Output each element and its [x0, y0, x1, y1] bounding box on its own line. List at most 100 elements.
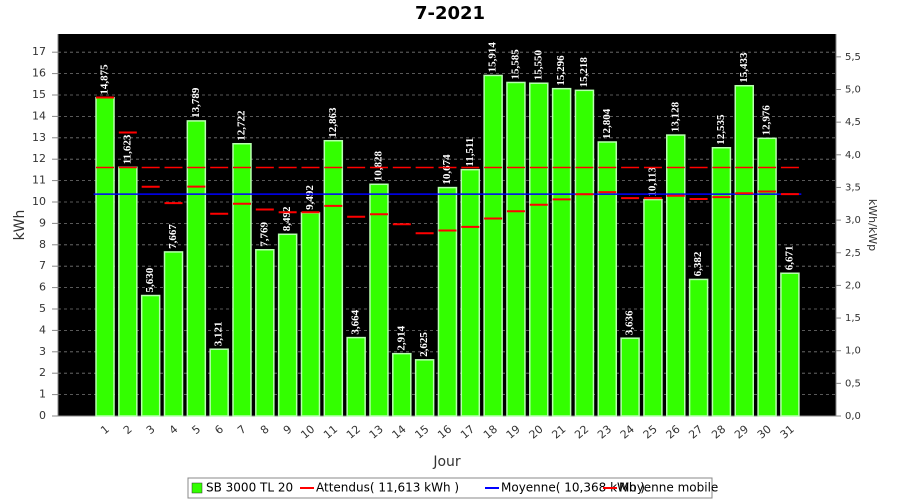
- x-tick-label: 8: [258, 423, 272, 437]
- y2-tick-label: 2,0: [845, 280, 861, 291]
- value-label: 3,636: [624, 310, 636, 335]
- y2-tick-label: 1,5: [845, 313, 861, 324]
- bar: [392, 352, 412, 417]
- bar: [666, 134, 686, 417]
- x-tick-label: 31: [778, 423, 797, 442]
- x-tick-label: 2: [121, 423, 135, 437]
- value-label: 11,623: [121, 134, 133, 164]
- bar: [688, 278, 709, 417]
- bar: [551, 87, 572, 417]
- x-tick-label: 19: [504, 423, 523, 442]
- value-label: 12,722: [236, 110, 248, 141]
- y-tick-label: 4: [39, 323, 46, 336]
- y2-tick-label: 2,5: [845, 248, 861, 259]
- x-tick-label: 30: [755, 423, 774, 442]
- value-label: 10,113: [646, 166, 658, 196]
- y-tick-label: 15: [32, 88, 46, 101]
- value-label: 15,585: [509, 49, 521, 80]
- x-tick-label: 28: [709, 423, 728, 442]
- bar: [232, 142, 252, 417]
- bar: [118, 166, 138, 417]
- value-label: 8,492: [281, 206, 293, 231]
- y-tick-label: 6: [39, 281, 46, 294]
- value-label: 15,550: [532, 49, 544, 80]
- bar: [255, 248, 275, 417]
- bar: [300, 212, 321, 417]
- value-label: 7,667: [167, 224, 179, 249]
- y-tick-label: 5: [39, 302, 46, 315]
- bar: [163, 251, 184, 417]
- value-label: 12,535: [715, 114, 727, 145]
- bar: [597, 141, 618, 417]
- y-tick-label: 14: [32, 109, 46, 122]
- bar: [277, 233, 298, 417]
- x-tick-label: 21: [549, 423, 568, 442]
- bar: [460, 168, 481, 417]
- bar: [734, 84, 755, 417]
- legend-label: SB 3000 TL 20: [206, 481, 293, 495]
- x-tick-label: 14: [390, 423, 409, 442]
- bar: [757, 137, 777, 417]
- y2-tick-label: 1,0: [845, 346, 861, 357]
- legend-swatch: [191, 482, 203, 494]
- bar: [506, 81, 526, 417]
- x-tick-label: 18: [481, 423, 500, 442]
- legend-label: Moyenne mobile: [619, 481, 718, 495]
- value-label: 10,674: [441, 154, 453, 185]
- y-tick-label: 2: [39, 366, 46, 379]
- value-label: 2,914: [395, 325, 407, 350]
- value-label: 12,863: [327, 107, 339, 138]
- x-tick-label: 10: [298, 423, 317, 442]
- x-tick-label: 1: [98, 423, 112, 437]
- y2-tick-label: 3,0: [845, 215, 861, 226]
- value-label: 5,630: [144, 267, 156, 292]
- y-tick-label: 12: [32, 152, 46, 165]
- legend-label: Attendus( 11,613 kWh ): [316, 481, 459, 495]
- x-tick-label: 11: [321, 423, 340, 442]
- value-label: 9,492: [304, 185, 316, 210]
- bar: [140, 294, 161, 417]
- bar: [323, 139, 344, 417]
- y-tick-label: 7: [39, 259, 46, 272]
- x-tick-label: 29: [732, 423, 751, 442]
- value-label: 3,664: [350, 309, 362, 334]
- bar: [643, 198, 663, 417]
- bar: [346, 336, 366, 417]
- y2-tick-label: 5,0: [845, 85, 861, 96]
- y-tick-label: 17: [32, 45, 46, 58]
- value-label: 6,382: [692, 251, 704, 276]
- bar: [529, 82, 549, 417]
- y-tick-label: 1: [39, 388, 46, 401]
- x-tick-label: 9: [281, 423, 295, 437]
- bar: [483, 74, 503, 417]
- x-axis-label: Jour: [432, 454, 461, 470]
- y2-axis-label: kWh/kWp: [866, 199, 879, 251]
- x-tick-label: 26: [664, 423, 683, 442]
- y-tick-label: 9: [39, 216, 46, 229]
- x-tick-label: 17: [458, 423, 477, 442]
- x-tick-label: 20: [527, 423, 546, 442]
- value-label: 6,671: [783, 245, 795, 270]
- x-tick-label: 27: [686, 423, 705, 442]
- bar: [437, 186, 458, 417]
- y-tick-label: 0: [39, 409, 46, 422]
- bar: [186, 120, 207, 417]
- bar: [620, 337, 640, 417]
- x-tick-label: 3: [144, 423, 158, 437]
- x-tick-label: 7: [235, 423, 249, 437]
- y-tick-label: 8: [39, 238, 46, 251]
- value-label: 14,875: [99, 64, 111, 95]
- value-label: 13,789: [190, 87, 202, 118]
- y-tick-label: 10: [32, 195, 46, 208]
- x-tick-label: 24: [618, 423, 637, 442]
- x-tick-label: 25: [641, 423, 660, 442]
- bar: [780, 272, 800, 417]
- x-tick-label: 5: [189, 423, 203, 437]
- x-tick-label: 12: [344, 423, 363, 442]
- x-tick-label: 4: [167, 423, 181, 437]
- value-label: 15,296: [555, 55, 567, 86]
- legend: [187, 477, 713, 499]
- value-label: 12,976: [761, 105, 773, 136]
